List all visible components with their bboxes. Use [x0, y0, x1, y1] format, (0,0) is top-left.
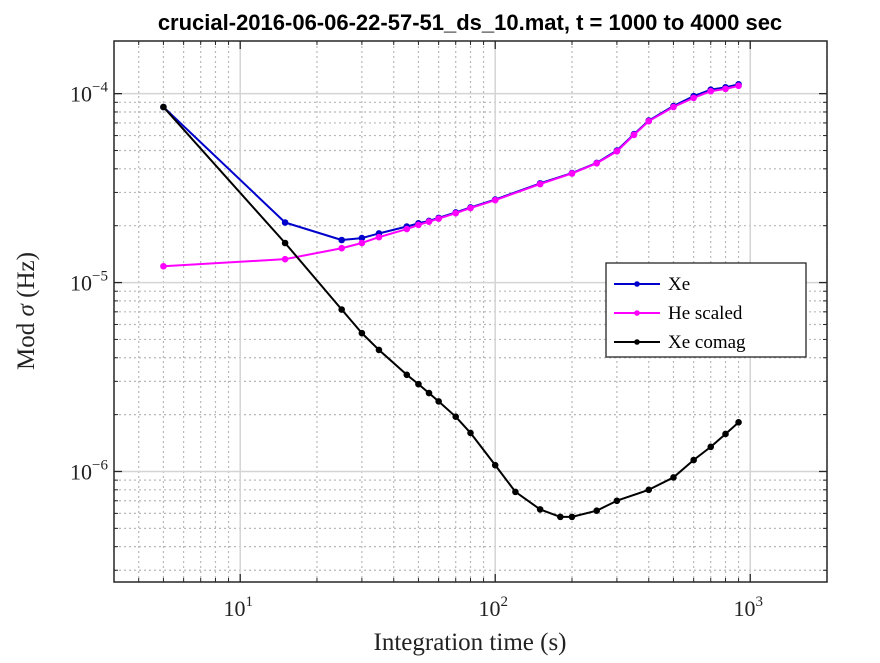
data-point-xe-comag — [375, 346, 383, 354]
y-tick-label: 10−4 — [70, 80, 108, 107]
data-point-he-scaled — [630, 131, 638, 139]
legend-label-he-scaled: He scaled — [668, 303, 743, 324]
data-point-xe-comag — [338, 306, 345, 313]
data-point-he-scaled — [160, 262, 167, 270]
data-point-xe-comag — [415, 380, 422, 388]
data-point-xe-comag — [281, 239, 289, 247]
data-point-he-scaled — [613, 148, 621, 155]
data-point-xe-comag — [735, 419, 742, 426]
data-point-xe-comag — [568, 513, 576, 521]
y-axis-label-symbol: σ — [13, 302, 40, 316]
legend-marker-he-scaled — [634, 310, 640, 316]
y-tick-label: 10−5 — [70, 269, 108, 296]
ticks — [114, 41, 828, 582]
data-point-xe-comag — [690, 456, 697, 464]
data-point-xe-comag — [160, 103, 167, 111]
data-point-xe-comag — [722, 430, 729, 438]
data-point-he-scaled — [358, 239, 366, 247]
data-point-xe-comag — [670, 474, 677, 481]
data-point-he-scaled — [735, 82, 742, 90]
data-point-he-scaled — [568, 170, 576, 177]
data-point-he-scaled — [467, 204, 474, 212]
data-point-xe-comag — [491, 461, 499, 469]
data-point-he-scaled — [722, 85, 729, 93]
data-point-xe-comag — [536, 506, 544, 513]
data-point-xe-comag — [435, 398, 442, 405]
data-point-xe-comag — [512, 488, 519, 496]
x-tick-label: 102 — [478, 594, 507, 621]
series-line-xe-comag — [162, 106, 740, 518]
y-axis-label-prefix: Mod — [13, 316, 40, 369]
y-tick-label: 10−6 — [70, 457, 108, 484]
y-tick-labels: 10−6 10−5 10−4 — [70, 80, 108, 485]
data-point-xe-comag — [593, 507, 601, 515]
data-point-xe-comag — [707, 443, 715, 451]
y-axis-label: Mod σ (Hz) — [13, 252, 40, 370]
y-axis-label-suffix: (Hz) — [13, 252, 40, 304]
legend-label-xe: Xe — [668, 274, 690, 295]
data-point-he-scaled — [645, 117, 653, 125]
data-point-xe-comag — [403, 371, 411, 379]
data-point-he-scaled — [281, 255, 289, 263]
data-point-he-scaled — [536, 180, 544, 188]
data-point-he-scaled — [435, 215, 442, 222]
x-axis-label: Integration time (s) — [374, 629, 567, 656]
data-point-he-scaled — [491, 196, 499, 204]
data-point-he-scaled — [338, 244, 345, 252]
data-point-he-scaled — [403, 225, 411, 233]
x-tick-label: 103 — [733, 594, 763, 621]
data-point-xe-comag — [467, 429, 474, 437]
data-point-xe-comag — [425, 389, 433, 397]
x-tick-labels: 101 102 103 — [223, 594, 763, 621]
x-tick-label: 101 — [223, 594, 253, 621]
legend: Xe He scaled Xe comag — [605, 262, 807, 358]
data-point-xe-comag — [613, 497, 621, 505]
data-point-he-scaled — [670, 103, 677, 111]
data-point-he-scaled — [415, 221, 422, 229]
data-point-xe — [338, 236, 345, 244]
data-point-he-scaled — [425, 218, 433, 225]
legend-marker-xe-comag — [634, 339, 640, 345]
data-point-he-scaled — [690, 94, 697, 102]
data-point-xe-comag — [358, 329, 366, 337]
legend-label-xe-comag: Xe comag — [668, 332, 746, 353]
data-point-he-scaled — [452, 209, 460, 217]
data-point-xe — [281, 219, 289, 226]
chart-title: crucial-2016-06-06-22-57-51_ds_10.mat, t… — [158, 10, 782, 35]
data-point-he-scaled — [593, 159, 601, 167]
legend-marker-xe — [634, 281, 640, 287]
data-point-he-scaled — [375, 233, 383, 241]
data-point-he-scaled — [707, 87, 715, 95]
data-point-xe-comag — [452, 413, 460, 420]
data-point-xe-comag — [645, 486, 653, 494]
data-point-xe-comag — [557, 513, 564, 521]
series-group — [160, 81, 742, 521]
